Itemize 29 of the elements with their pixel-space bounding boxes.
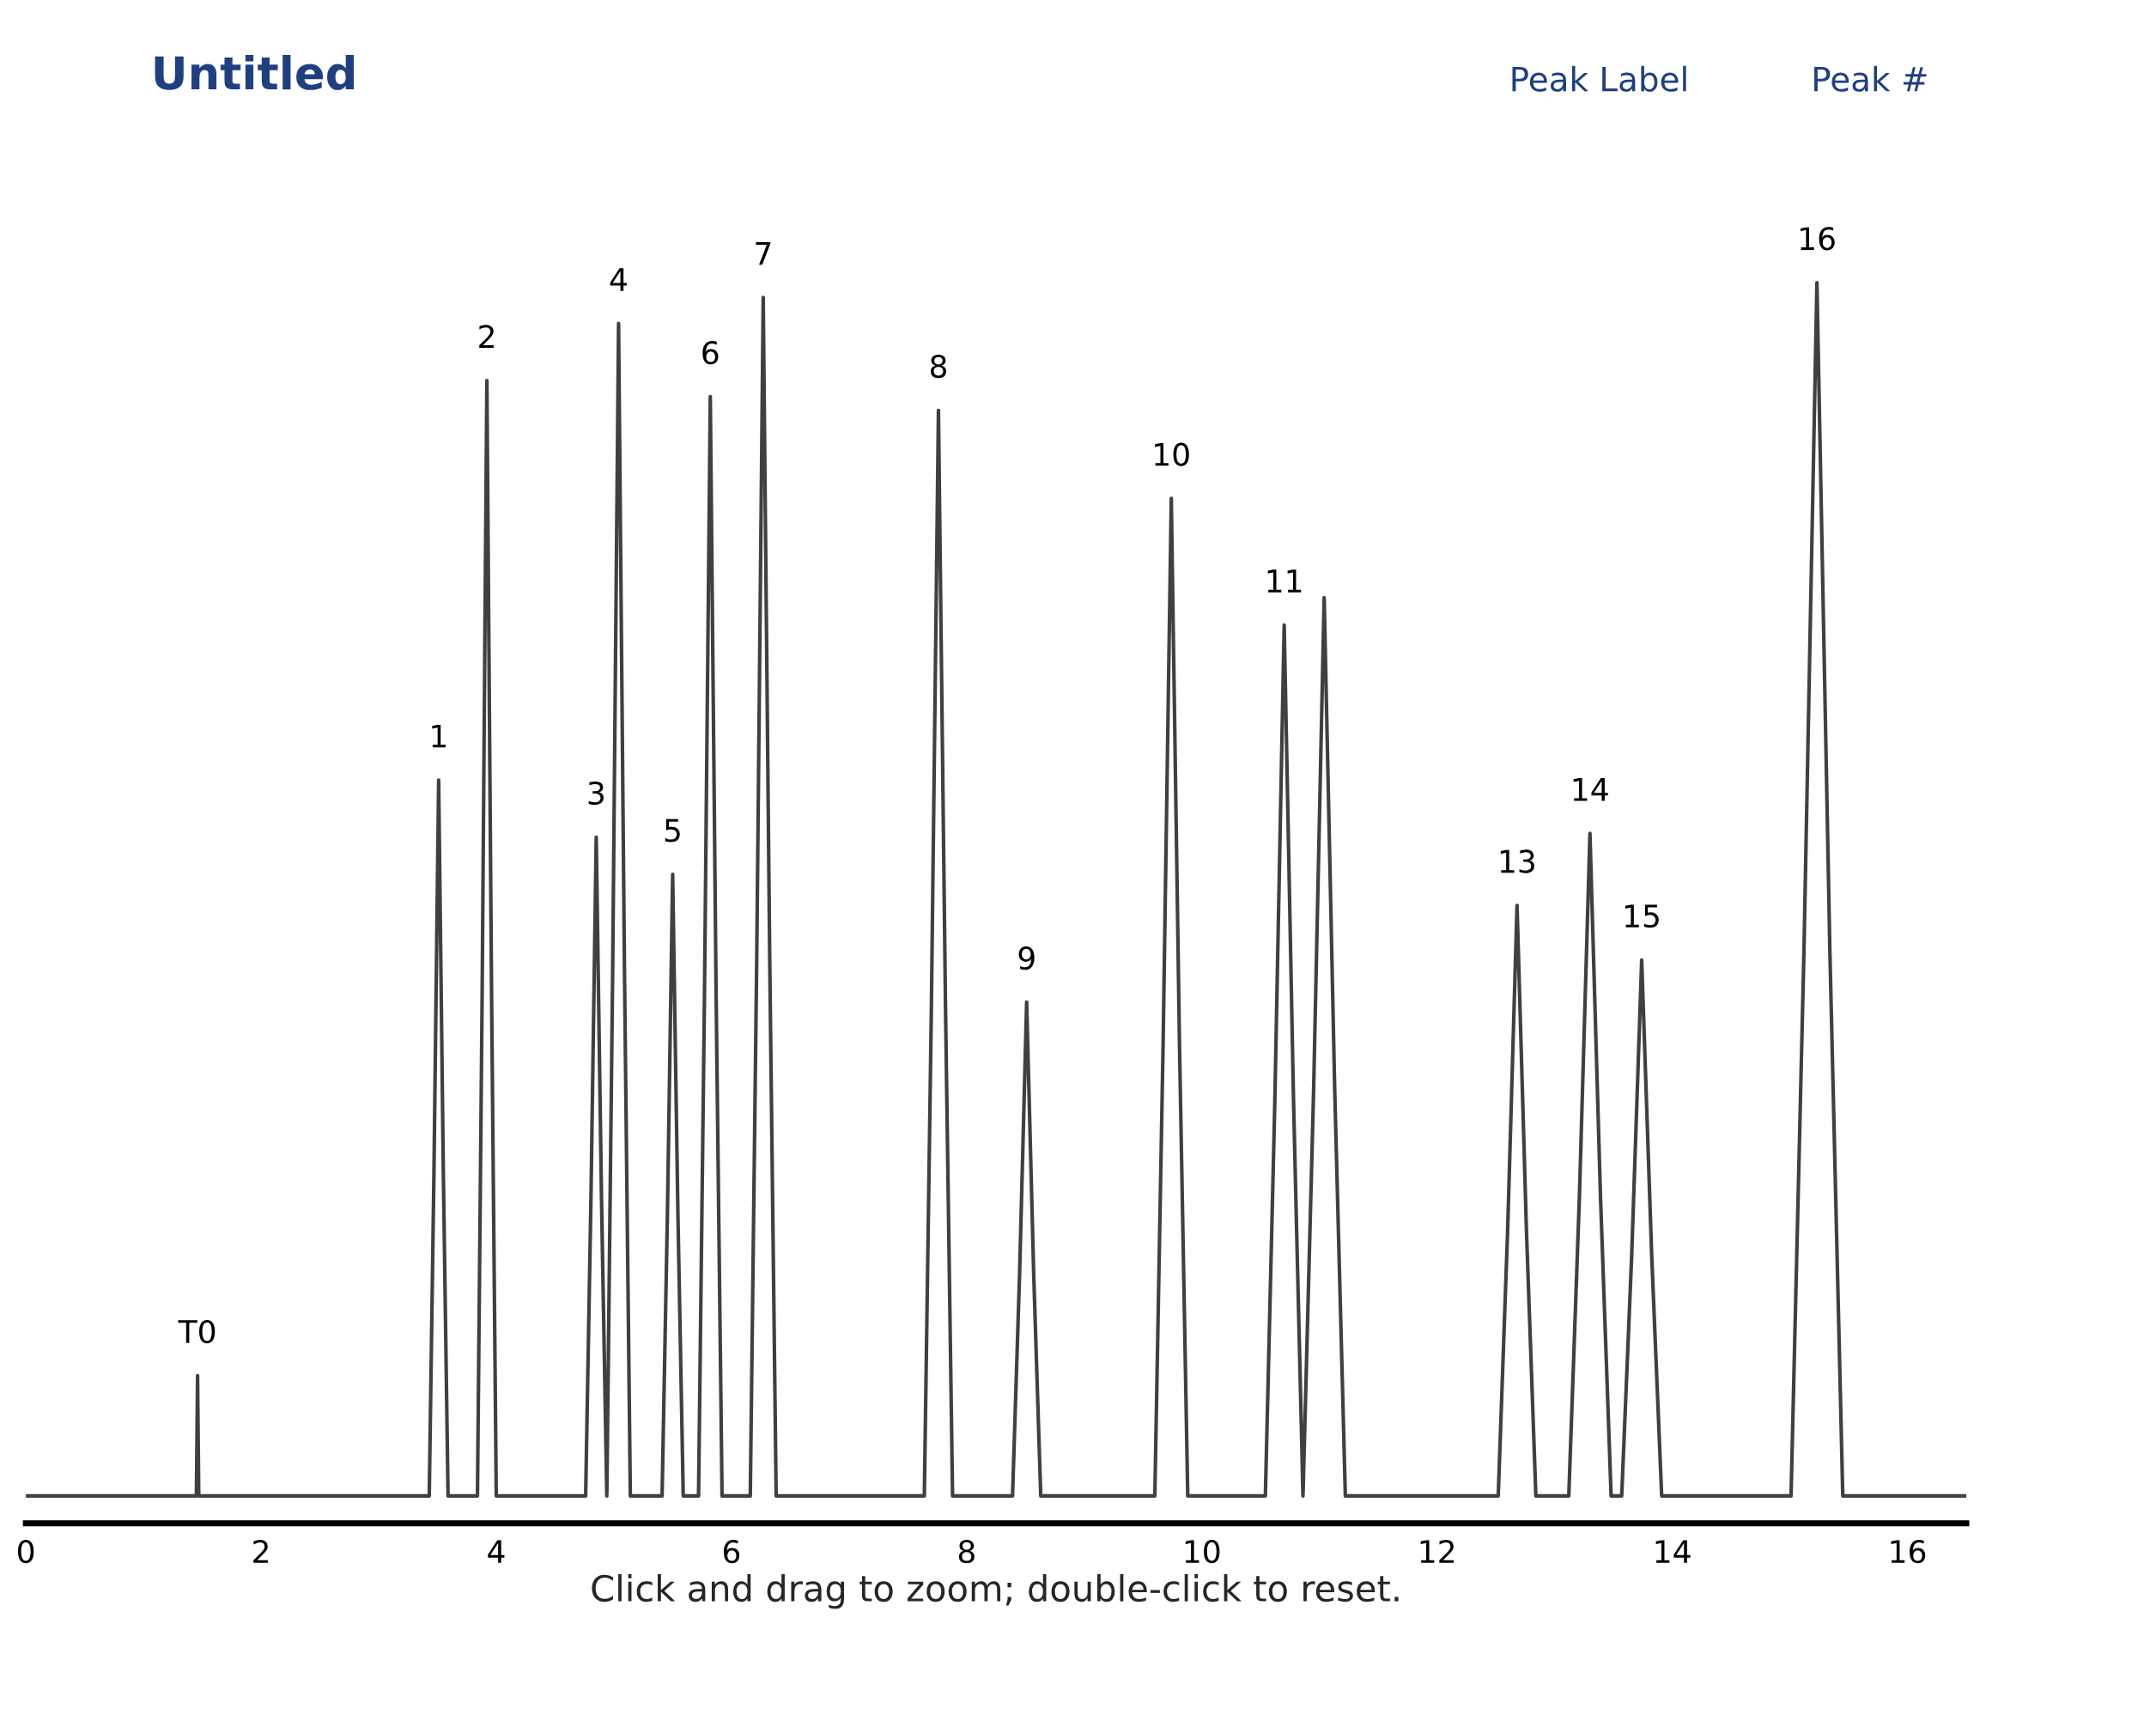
x-tick-label: 16 [1891, 1540, 1926, 1564]
x-tick-label: 4 [488, 1540, 505, 1563]
annotation: 8 [930, 354, 946, 379]
annotation: 13 [1500, 849, 1534, 873]
annotation: 4 [610, 268, 627, 291]
annotation: 10 [1155, 442, 1189, 466]
annotation: 1 [432, 724, 446, 748]
x-tick-label: 0 [18, 1540, 34, 1564]
annotation: 16 [1801, 227, 1835, 251]
x-axis-title: Click and drag to zoom; double-click to reset. [592, 1573, 1399, 1609]
annotation: 11 [1267, 569, 1302, 593]
chart-title: Untitled [155, 55, 354, 90]
annotation: 14 [1573, 778, 1608, 801]
annotation: 9 [1018, 946, 1035, 970]
text: Peak # [1814, 65, 1927, 92]
x-tick-label: 2 [253, 1540, 268, 1563]
annotation: 3 [588, 781, 604, 806]
annotation: 2 [479, 325, 494, 349]
x-tick-label: 6 [723, 1540, 740, 1564]
annotation: 15 [1625, 904, 1659, 928]
x-tick-label: 8 [958, 1540, 975, 1564]
x-tick-label: 10 [1185, 1540, 1220, 1564]
x-tick-label: 12 [1420, 1540, 1455, 1563]
text: Peak Label [1512, 65, 1686, 92]
x-tick-label: 14 [1655, 1540, 1691, 1563]
annotation: T0 [178, 1319, 216, 1344]
annotation: 5 [665, 818, 680, 842]
annotation: 6 [702, 341, 719, 365]
annotation: 7 [756, 241, 771, 265]
